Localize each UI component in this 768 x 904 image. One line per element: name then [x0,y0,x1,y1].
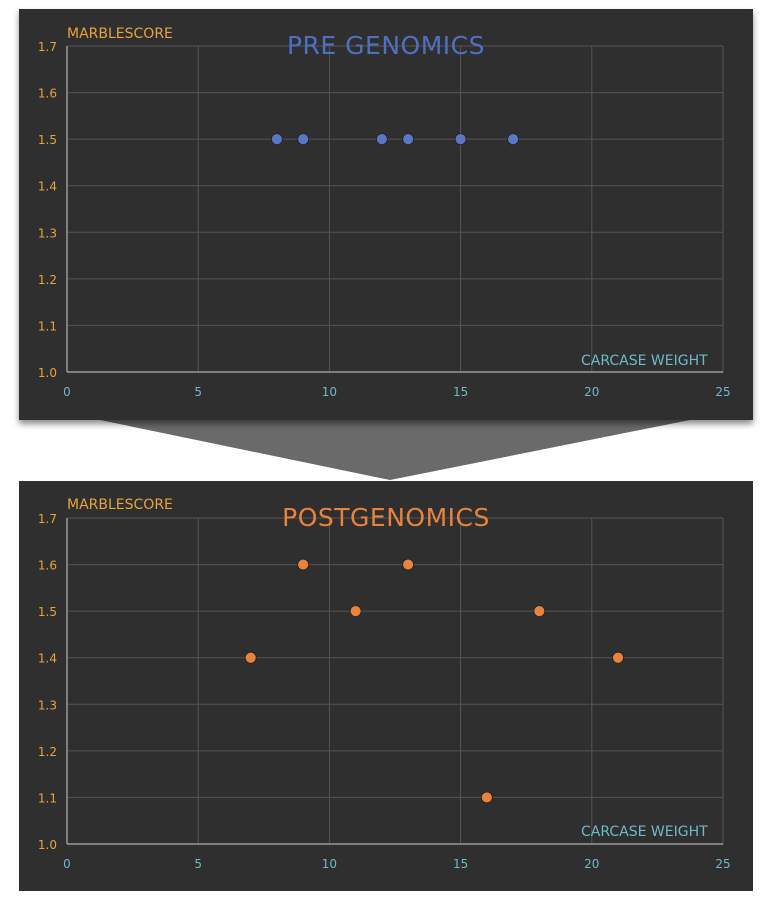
chart-title: PRE GENOMICS [286,31,485,60]
y-tick-label: 1.1 [38,319,57,333]
y-tick-label: 1.6 [38,559,57,573]
y-tick-label: 1.2 [38,745,57,759]
data-point [454,133,467,146]
data-point [480,791,493,804]
x-tick-label: 10 [322,385,337,399]
y-tick-label: 1.3 [38,226,57,240]
y-tick-label: 1.5 [38,133,57,147]
x-tick-label: 20 [584,385,599,399]
pre-genomics-panel: 1.0 1.1 1.2 1.3 1.4 1.5 1.6 1.7 0 5 10 15 20 25 PRE G… [19,9,753,420]
data-point [244,651,257,664]
x-tick-label: 0 [63,857,71,871]
chart-title: POSTGENOMICS [282,503,490,532]
data-point [297,133,310,146]
x-tick-label: 5 [194,857,202,871]
data-point [349,605,362,618]
x-tick-label: 25 [715,857,730,871]
y-tick-label: 1.3 [38,698,57,712]
y-tick-label: 1.4 [38,180,57,194]
y-axis-label: MARBLESCORE [67,26,173,42]
pre-genomics-chart: 1.0 1.1 1.2 1.3 1.4 1.5 1.6 1.7 0 5 10 15 20 25 [38,40,731,399]
y-tick-label: 1.0 [38,838,57,852]
data-point [402,133,415,146]
x-axis-label: CARCASE WEIGHT [581,824,708,840]
data-point [297,558,310,571]
data-point [375,133,388,146]
x-tick-label: 10 [322,857,337,871]
y-tick-label: 1.2 [38,273,57,287]
x-tick-label: 15 [453,857,468,871]
y-tick-label: 1.6 [38,87,57,101]
postgenomics-chart: 1.0 1.1 1.2 1.3 1.4 1.5 1.6 1.7 0 5 10 15 20 25 [38,512,731,871]
data-point [533,605,546,618]
y-tick-label: 1.7 [38,512,57,526]
x-axis-label: CARCASE WEIGHT [581,353,708,369]
x-tick-label: 5 [194,385,202,399]
x-tick-label: 25 [715,385,730,399]
data-point [402,558,415,571]
y-tick-label: 1.0 [38,366,57,380]
y-tick-label: 1.7 [38,40,57,54]
data-point [507,133,519,146]
postgenomics-panel: 1.0 1.1 1.2 1.3 1.4 1.5 1.6 1.7 0 5 10 15 20 25 POSTG… [19,481,753,891]
y-tick-label: 1.4 [38,652,57,666]
x-tick-label: 0 [63,385,71,399]
y-tick-label: 1.5 [38,605,57,619]
x-tick-label: 15 [453,385,468,399]
y-tick-label: 1.1 [38,791,57,805]
y-axis-label: MARBLESCORE [67,497,173,513]
x-tick-label: 20 [584,857,599,871]
data-point [271,133,283,146]
data-point [612,651,624,664]
